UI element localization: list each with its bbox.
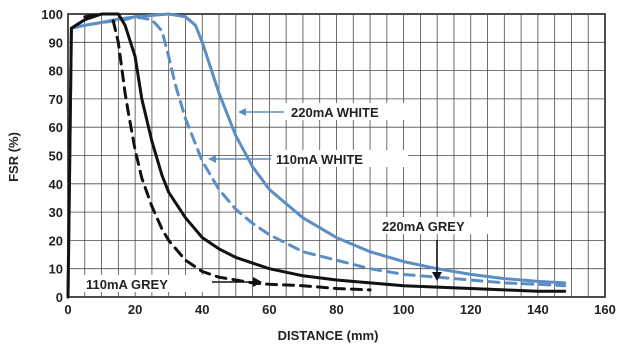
series-line-110ma-grey — [83, 12, 372, 292]
annotation-110ma-grey: 110mA GREY — [80, 275, 262, 292]
arrowhead-icon — [253, 277, 262, 287]
annotation-bg — [272, 150, 408, 167]
annotation-110ma-white: 110mA WHITE — [208, 150, 408, 167]
ticks: 0 20 40 60 80 100 120 140 160 0 10 20 30 40 50 60 70 80 90… — [41, 7, 616, 317]
arrowhead-icon — [432, 272, 442, 281]
y-axis-title: FSR (%) — [6, 132, 21, 182]
annotation-220ma-white: 220mA WHITE — [238, 103, 417, 120]
series-line-220ma-grey — [66, 12, 567, 299]
series-line-110ma-white — [69, 15, 567, 288]
y-tick-label: 90 — [49, 35, 63, 50]
x-tick-label: 120 — [460, 302, 482, 317]
y-tick-label: 10 — [49, 262, 63, 277]
y-tick-label: 30 — [49, 205, 63, 220]
x-axis-title: DISTANCE (mm) — [278, 328, 379, 343]
x-tick-label: 140 — [527, 302, 549, 317]
y-tick-label: 60 — [49, 120, 63, 135]
annotation-label: 220mA WHITE — [291, 105, 379, 120]
y-tick-label: 0 — [56, 290, 63, 305]
x-tick-label: 0 — [64, 302, 71, 317]
annotation-label: 220mA GREY — [382, 219, 465, 234]
x-tick-label: 60 — [262, 302, 276, 317]
y-tick-label: 20 — [49, 233, 63, 248]
y-tick-label: 100 — [41, 7, 63, 22]
x-tick-label: 80 — [329, 302, 343, 317]
y-tick-label: 40 — [49, 177, 63, 192]
arrowhead-icon — [238, 108, 246, 116]
y-tick-label: 70 — [49, 92, 63, 107]
annotation-220ma-grey: 220mA GREY — [378, 217, 502, 281]
annotation-bg — [80, 275, 208, 292]
annotation-label: 110mA GREY — [86, 277, 168, 292]
x-tick-label: 20 — [128, 302, 142, 317]
x-tick-label: 160 — [594, 302, 616, 317]
y-tick-label: 80 — [49, 64, 63, 79]
x-tick-label: 40 — [195, 302, 209, 317]
y-tick-label: 50 — [49, 149, 63, 164]
annotation-label: 110mA WHITE — [276, 152, 363, 167]
x-tick-label: 100 — [393, 302, 415, 317]
annotation-bg — [285, 103, 417, 120]
annotation-bg — [378, 217, 502, 234]
series-layer — [66, 12, 567, 299]
arrowhead-icon — [208, 155, 216, 163]
